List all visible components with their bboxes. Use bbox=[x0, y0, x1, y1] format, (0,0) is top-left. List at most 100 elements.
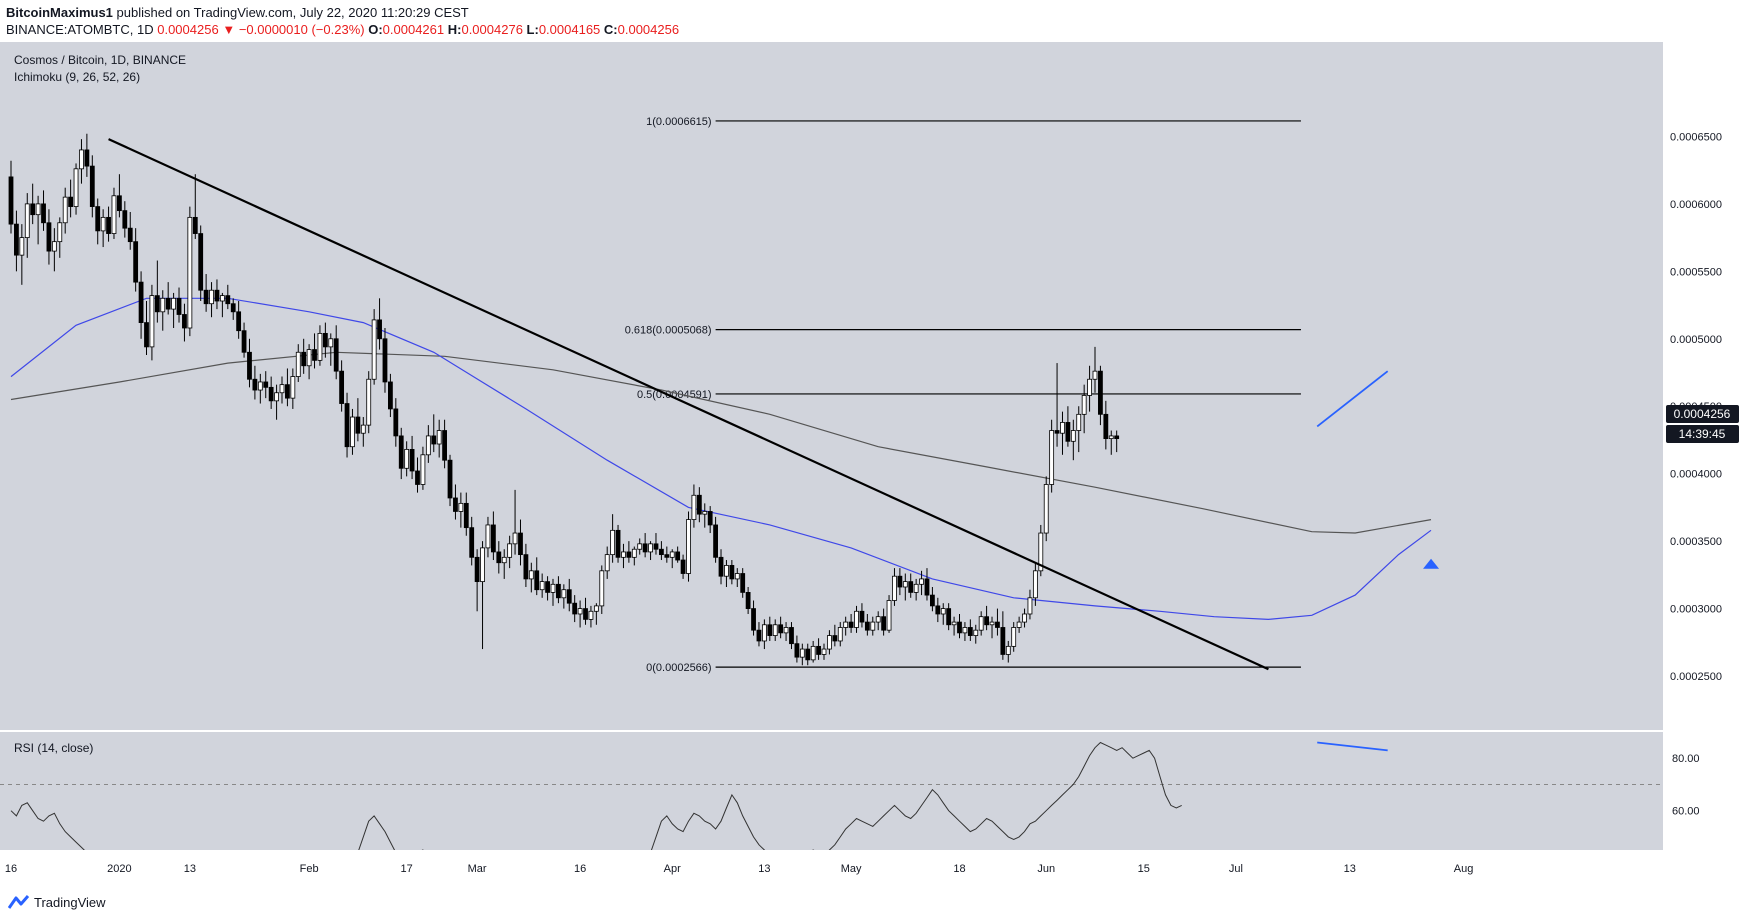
footer: TradingView bbox=[0, 888, 1743, 918]
time-tick-label: Feb bbox=[300, 863, 319, 875]
candle-body bbox=[713, 524, 718, 558]
candle-body bbox=[295, 351, 301, 377]
candle-body bbox=[1103, 413, 1109, 440]
candle-body bbox=[442, 430, 448, 461]
open-value: 0.0004261 bbox=[382, 22, 445, 37]
price-change: −0.0000010 (−0.23%) bbox=[238, 22, 365, 37]
candle-body bbox=[57, 222, 63, 243]
author-name[interactable]: BitcoinMaximus1 bbox=[6, 5, 113, 20]
candle-body bbox=[117, 195, 122, 212]
candle-body bbox=[474, 556, 480, 583]
candle-body bbox=[680, 559, 686, 574]
rsi-tick-label: 60.00 bbox=[1672, 806, 1700, 818]
candle-body bbox=[816, 645, 821, 655]
candle-body bbox=[89, 165, 95, 207]
candle-body bbox=[854, 610, 859, 628]
candle-body bbox=[1087, 378, 1092, 396]
candle-body bbox=[122, 210, 128, 229]
candle-body bbox=[1081, 395, 1087, 415]
high-label: H: bbox=[447, 22, 462, 37]
candle-body bbox=[805, 648, 811, 661]
rsi-line bbox=[10, 741, 1182, 850]
candle-body bbox=[751, 608, 756, 631]
candle-body bbox=[767, 624, 773, 636]
candle-body bbox=[696, 494, 702, 515]
candle-body bbox=[588, 610, 594, 620]
candle-body bbox=[51, 241, 57, 252]
rsi-tick-label: 80.00 bbox=[1672, 753, 1700, 765]
candle-body bbox=[794, 643, 800, 658]
candle-body bbox=[870, 621, 876, 631]
last-price-badge bbox=[1666, 405, 1739, 423]
candle-body bbox=[935, 605, 941, 615]
candle-body bbox=[848, 621, 854, 628]
candle-body bbox=[729, 565, 735, 580]
candle-body bbox=[772, 624, 778, 636]
fibonacci-retracement[interactable]: 1(0.0006615) 0.618(0.0005068) 0.5(0.000459… bbox=[625, 116, 1301, 674]
candle-body bbox=[19, 237, 25, 256]
candle-body bbox=[192, 216, 198, 234]
last-price-badge-text: 0.0004256 bbox=[1674, 407, 1731, 421]
candle-body bbox=[409, 449, 415, 472]
candle-body bbox=[84, 149, 90, 167]
candle-body bbox=[778, 624, 784, 634]
price-tick-label: 0.0005000 bbox=[1670, 334, 1722, 346]
drawings[interactable] bbox=[108, 138, 1440, 671]
candle-body bbox=[718, 556, 724, 577]
candle-body bbox=[572, 602, 578, 615]
price-axis: 0.0006500 0.0006000 0.0005500 0.0005000 0.00… bbox=[1670, 131, 1722, 683]
countdown-badge bbox=[1666, 425, 1739, 443]
price-axis-bg[interactable] bbox=[1663, 42, 1743, 850]
candle-body bbox=[398, 435, 404, 469]
candle-body bbox=[68, 196, 74, 207]
price-tick-label: 0.0005500 bbox=[1670, 266, 1722, 278]
candle-body bbox=[761, 624, 767, 642]
candle-body bbox=[463, 502, 469, 529]
candle-body bbox=[837, 627, 843, 642]
candle-body bbox=[317, 332, 323, 361]
candle-body bbox=[599, 570, 605, 607]
candle-body bbox=[279, 384, 285, 394]
candle-body bbox=[1092, 370, 1098, 380]
time-tick-label: May bbox=[841, 863, 862, 875]
tradingview-logo-icon bbox=[8, 895, 30, 909]
candle-body bbox=[902, 581, 908, 588]
tradingview-logo[interactable]: TradingView bbox=[8, 894, 106, 910]
time-tick-label: 16 bbox=[574, 863, 586, 875]
low-label: L: bbox=[526, 22, 539, 37]
candle-body bbox=[642, 543, 648, 553]
time-tick-label: 17 bbox=[401, 863, 413, 875]
candle-body bbox=[1011, 627, 1017, 647]
candle-body bbox=[100, 216, 106, 232]
tradingview-brand: TradingView bbox=[34, 894, 106, 910]
candle-body bbox=[203, 289, 209, 305]
candle-body bbox=[393, 408, 399, 437]
candle-body bbox=[745, 592, 751, 609]
last-price: 0.0004256 bbox=[157, 22, 219, 37]
candle-body bbox=[138, 281, 144, 323]
candle-body bbox=[957, 621, 962, 634]
candle-body bbox=[79, 149, 84, 170]
moving-averages bbox=[10, 297, 1432, 621]
candle-body bbox=[1054, 430, 1060, 434]
fib-level-label: 0(0.0002566) bbox=[646, 662, 711, 674]
time-tick-label: 2020 bbox=[107, 863, 131, 875]
candle-body bbox=[886, 600, 892, 631]
candle-body bbox=[897, 575, 903, 588]
price-tick-label: 0.0006500 bbox=[1670, 131, 1722, 143]
candle-body bbox=[827, 635, 832, 650]
price-tick-label: 0.0006000 bbox=[1670, 199, 1722, 211]
chart-canvas[interactable]: 1(0.0006615) 0.618(0.0005068) 0.5(0.000459… bbox=[0, 42, 1743, 888]
candle-body bbox=[908, 581, 914, 593]
price-pane-bg bbox=[0, 42, 1663, 730]
candle-body bbox=[946, 608, 952, 626]
time-axis-bg[interactable] bbox=[0, 850, 1743, 888]
time-tick-label: Mar bbox=[468, 863, 487, 875]
chart-legend-title: Cosmos / Bitcoin, 1D, BINANCE bbox=[14, 53, 186, 67]
candle-body bbox=[35, 203, 41, 216]
fib-level-label: 0.5(0.0004591) bbox=[637, 389, 712, 401]
publish-info: published on TradingView.com, July 22, 2… bbox=[116, 5, 469, 20]
candle-body bbox=[881, 616, 887, 631]
candle-body bbox=[528, 570, 534, 580]
ichimoku-legend: Ichimoku (9, 26, 52, 26) bbox=[14, 70, 140, 84]
